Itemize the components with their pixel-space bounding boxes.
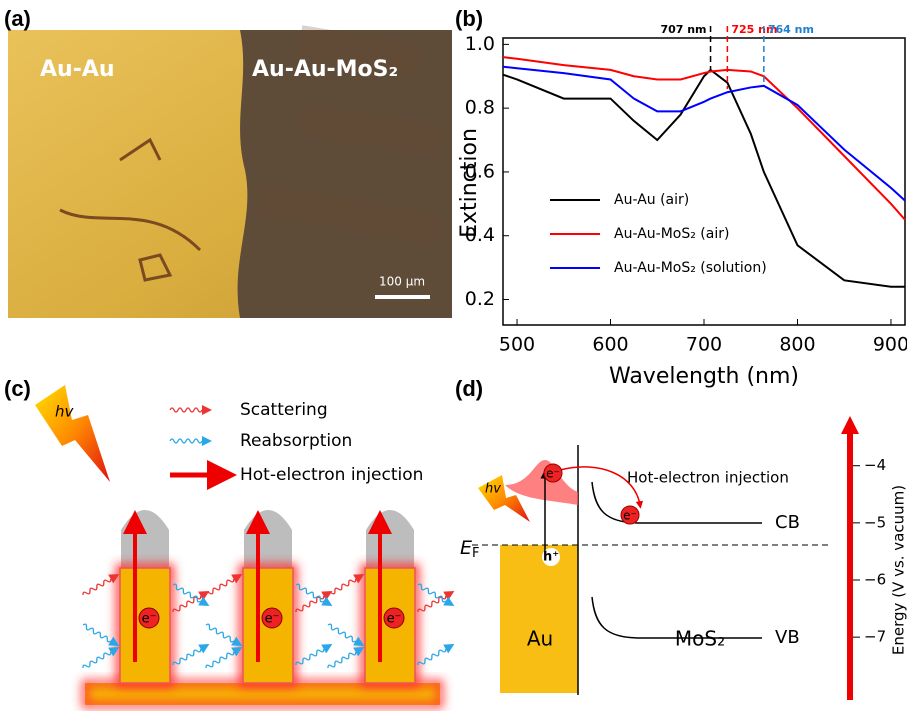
panel-c: (c) hv Scattering Reabsorption Hot-elect… <box>4 376 457 705</box>
photon-label: hv <box>55 403 75 421</box>
panel-b: (b) Wavelength (nm) Extinction 500 600 700… <box>455 6 907 389</box>
metal <box>500 545 578 693</box>
electron-label: e⁻ <box>265 612 280 627</box>
x-tick-label: 600 <box>592 334 628 356</box>
pillar-cap <box>366 510 414 568</box>
wave <box>417 647 447 666</box>
lightning <box>35 385 110 482</box>
annotation-label: 764 nm <box>768 23 814 36</box>
vb-label: VB <box>775 627 800 648</box>
plot-frame <box>503 38 905 325</box>
legend-text: Hot-electron injection <box>240 465 423 485</box>
wave <box>170 408 202 412</box>
energy-tick-label: −5 <box>864 513 886 531</box>
legend-label: Au-Au (air) <box>614 192 689 208</box>
wave-arrow <box>326 621 367 651</box>
y-axis-label: Extinction <box>457 128 482 238</box>
panel-letter: (d) <box>455 376 483 401</box>
y-tick-label: 1.0 <box>465 33 495 55</box>
electron-label: e⁻ <box>546 467 560 481</box>
y-tick-label: 0.4 <box>465 224 495 246</box>
pillar-cap <box>244 510 292 568</box>
series-line <box>503 57 905 220</box>
wave-arrow <box>326 570 367 600</box>
wave-arrow <box>170 436 212 446</box>
panel-letter: (b) <box>455 6 483 31</box>
x-axis-label: Wavelength (nm) <box>609 364 799 389</box>
wave-arrow <box>204 570 245 600</box>
pillar-cap <box>121 510 169 568</box>
annotation-label: 707 nm <box>660 23 706 36</box>
electron-label: e⁻ <box>142 612 157 627</box>
label: Au-Au-MoS₂ <box>252 57 398 82</box>
panel-a: (a) Au-Au Au-Au-MoS₂ 100 µm <box>4 6 452 318</box>
wave-head <box>202 436 212 446</box>
scale-label: 100 µm <box>379 275 425 289</box>
wave <box>172 583 202 602</box>
wave-arrow <box>326 643 367 673</box>
wave <box>295 647 325 666</box>
wave <box>170 439 202 443</box>
energy-tick-label: −4 <box>864 456 886 474</box>
wave <box>327 577 357 596</box>
wave-arrow <box>204 643 245 673</box>
metal-label: Au <box>527 627 553 651</box>
fermi-subscript: F <box>472 546 479 561</box>
energy-tick-label: −6 <box>864 571 886 589</box>
wave <box>205 577 235 596</box>
panel-letter: (c) <box>4 376 31 401</box>
legend-text: Scattering <box>240 400 328 420</box>
hole-label: h⁺ <box>543 550 559 565</box>
wave-arrow <box>204 621 245 651</box>
wave <box>82 650 112 669</box>
x-tick-label: 500 <box>499 334 535 356</box>
wave-arrow <box>416 640 457 670</box>
legend-text: Reabsorption <box>240 431 352 451</box>
x-tick-label: 800 <box>779 334 815 356</box>
label: Au-Au <box>40 57 115 82</box>
figure: (a) Au-Au Au-Au-MoS₂ 100 µm (b) Waveleng… <box>0 0 907 711</box>
fermi-symbol: E <box>460 537 472 559</box>
y-tick-label: 0.6 <box>465 160 495 182</box>
electron-label: e⁻ <box>387 612 402 627</box>
legend-label: Au-Au-MoS₂ (air) <box>614 226 729 242</box>
semiconductor-label: MoS₂ <box>675 627 725 651</box>
wave <box>327 623 357 642</box>
wave-arrow <box>171 640 212 670</box>
energy-axis-label: Energy (V vs. vacuum) <box>890 485 907 655</box>
energy-arrowhead <box>841 416 859 434</box>
series-line <box>503 67 905 201</box>
injection-label: Hot-electron injection <box>627 469 789 487</box>
wave-arrow <box>81 621 122 651</box>
fermi-label: EF <box>460 537 480 561</box>
wave <box>172 647 202 666</box>
wave <box>327 650 357 669</box>
panel-letter: (a) <box>4 6 31 31</box>
wave <box>82 623 112 642</box>
electron-label: e⁻ <box>623 509 637 523</box>
wave <box>295 583 325 602</box>
wave <box>205 623 235 642</box>
x-tick-label: 900 <box>873 334 907 356</box>
cb-label: CB <box>775 512 800 533</box>
wave-head <box>202 405 212 415</box>
photon-label: hv <box>485 482 501 497</box>
wave <box>205 650 235 669</box>
wave <box>417 583 447 602</box>
y-tick-label: 0.2 <box>465 288 495 310</box>
x-tick-label: 700 <box>686 334 722 356</box>
wave <box>82 577 112 596</box>
panel-d: (d) e⁻ e⁻ h⁺ Hot-electron injection hv C… <box>455 376 907 700</box>
wave-arrow <box>81 643 122 673</box>
legend-label: Au-Au-MoS₂ (solution) <box>614 260 767 276</box>
cb-band <box>592 482 762 523</box>
wave-arrow <box>81 570 122 600</box>
wave-arrow <box>170 405 212 415</box>
y-tick-label: 0.8 <box>465 97 495 119</box>
energy-tick-label: −7 <box>864 628 886 646</box>
